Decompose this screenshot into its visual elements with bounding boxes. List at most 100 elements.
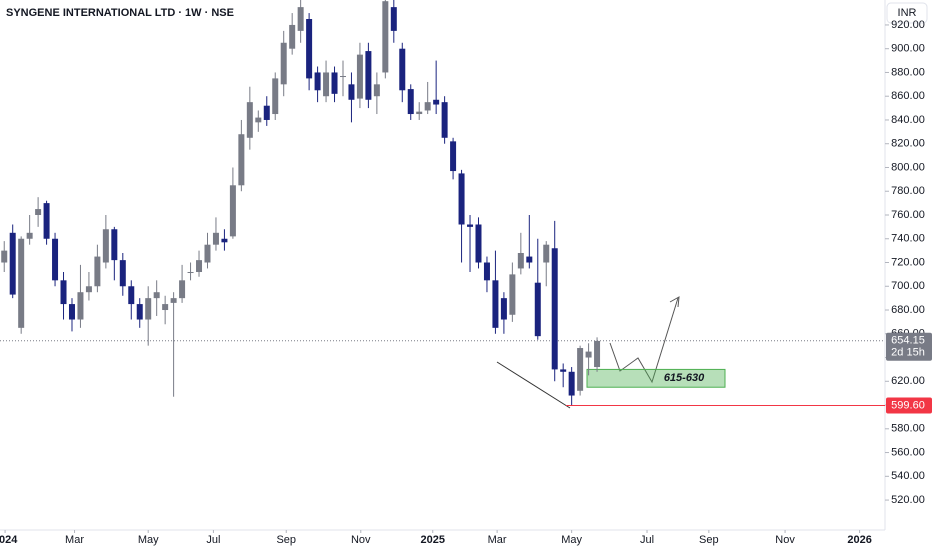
candle-body bbox=[263, 105, 270, 120]
y-tick-label: 560.00 bbox=[891, 446, 925, 458]
candle-body bbox=[35, 209, 42, 215]
candle-body bbox=[441, 102, 448, 138]
candle-body bbox=[212, 232, 219, 245]
y-tick-label: 620.00 bbox=[891, 375, 925, 387]
x-tick-label: May bbox=[138, 534, 159, 546]
candle-body bbox=[52, 238, 59, 281]
candle-body bbox=[483, 262, 490, 281]
candle-body bbox=[577, 348, 584, 391]
candle-body bbox=[390, 7, 397, 31]
chart-title: SYNGENE INTERNATIONAL LTD · 1W · NSE bbox=[6, 7, 234, 19]
target-zone bbox=[586, 368, 726, 388]
candle-body bbox=[407, 89, 414, 115]
candle-body bbox=[424, 102, 431, 111]
candle-body bbox=[94, 256, 101, 287]
candle-body bbox=[68, 304, 75, 320]
last-price-tag bbox=[886, 332, 932, 361]
countdown-label: 2d 15h bbox=[891, 347, 925, 359]
x-tick-label: 2025 bbox=[421, 534, 445, 546]
candle-body bbox=[534, 282, 541, 337]
candle-body bbox=[196, 260, 203, 273]
candle-body bbox=[77, 292, 84, 320]
candle-body bbox=[551, 248, 558, 370]
candle-body bbox=[526, 256, 533, 263]
y-tick-label: 800.00 bbox=[891, 161, 925, 173]
candle-body bbox=[136, 304, 143, 320]
last-price-label: 654.15 bbox=[891, 335, 925, 347]
y-tick-label: 540.00 bbox=[891, 470, 925, 482]
candle-body bbox=[560, 369, 567, 372]
y-tick-label: 900.00 bbox=[891, 43, 925, 55]
plot-area: 615-630 bbox=[0, 0, 885, 409]
x-tick-label: Sep bbox=[699, 534, 719, 546]
candle-body bbox=[297, 7, 304, 31]
candle-body bbox=[416, 111, 423, 115]
x-tick-label: May bbox=[561, 534, 582, 546]
candle-body bbox=[170, 298, 177, 303]
candle-body bbox=[102, 229, 109, 263]
candle-body bbox=[145, 298, 152, 320]
candle-body bbox=[204, 244, 211, 263]
y-tick-label: 780.00 bbox=[891, 185, 925, 197]
x-tick-label: 2024 bbox=[0, 534, 18, 546]
currency-label[interactable]: INR bbox=[898, 7, 917, 19]
y-tick-label: 880.00 bbox=[891, 66, 925, 78]
y-tick-label: 740.00 bbox=[891, 233, 925, 245]
candle-body bbox=[246, 102, 253, 138]
candle-body bbox=[458, 173, 465, 225]
candle-body bbox=[111, 229, 118, 261]
x-tick-label: Mar bbox=[65, 534, 84, 546]
x-tick-label: Nov bbox=[351, 534, 371, 546]
candle-body bbox=[153, 292, 160, 299]
candle-body bbox=[500, 298, 507, 320]
x-tick-label: 2026 bbox=[847, 534, 871, 546]
candle-body bbox=[365, 51, 372, 100]
candle-body bbox=[348, 84, 355, 100]
candle-body bbox=[594, 340, 601, 368]
candle-body bbox=[1, 250, 8, 263]
x-tick-label: Jul bbox=[206, 534, 220, 546]
candle-body bbox=[568, 371, 575, 396]
candle-body bbox=[119, 260, 126, 287]
candle-body bbox=[18, 238, 25, 328]
candle-body bbox=[517, 253, 524, 269]
candle-body bbox=[314, 72, 321, 91]
support-price-tag bbox=[886, 397, 932, 414]
y-tick-label: 580.00 bbox=[891, 423, 925, 435]
candle-body bbox=[382, 1, 389, 73]
candle-body bbox=[399, 48, 406, 91]
y-tick-label: 920.00 bbox=[891, 19, 925, 31]
candle-body bbox=[289, 24, 296, 49]
candle-body bbox=[221, 238, 228, 243]
support-price-label: 599.60 bbox=[891, 399, 925, 411]
candle-body bbox=[475, 224, 482, 263]
candle-body bbox=[128, 286, 135, 305]
projection-arrowhead bbox=[669, 296, 680, 308]
x-tick-label: Jul bbox=[640, 534, 654, 546]
y-tick-label: 840.00 bbox=[891, 114, 925, 126]
y-tick-label: 720.00 bbox=[891, 256, 925, 268]
currency-button[interactable] bbox=[886, 2, 928, 24]
candle-body bbox=[323, 72, 330, 97]
candle-body bbox=[26, 232, 33, 239]
x-tick-label: Mar bbox=[488, 534, 507, 546]
candle-body bbox=[339, 76, 346, 78]
candle-body bbox=[585, 351, 592, 358]
projection-path bbox=[609, 297, 679, 384]
x-tick-label: Sep bbox=[276, 534, 296, 546]
candle-body bbox=[280, 42, 287, 85]
candle-body bbox=[179, 280, 186, 299]
candle-body bbox=[467, 224, 474, 227]
trend-drawing bbox=[496, 361, 571, 409]
y-tick-label: 760.00 bbox=[891, 209, 925, 221]
candle-body bbox=[356, 54, 363, 99]
candle-body bbox=[43, 203, 50, 239]
candle-body bbox=[306, 19, 313, 79]
candle-body bbox=[509, 274, 516, 315]
candle-body bbox=[85, 286, 92, 293]
candle-body bbox=[331, 72, 338, 94]
y-tick-label: 520.00 bbox=[891, 494, 925, 506]
y-tick-label: 700.00 bbox=[891, 280, 925, 292]
zone-label: 615-630 bbox=[664, 372, 705, 384]
